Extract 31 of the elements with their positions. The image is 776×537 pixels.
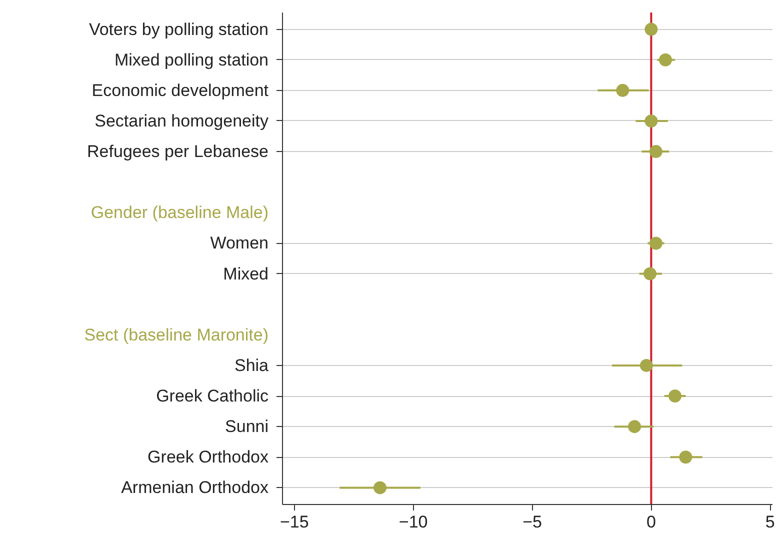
y-tick-label: Greek Orthodox xyxy=(148,448,269,467)
point xyxy=(644,267,656,280)
y-tick-label: Greek Catholic xyxy=(156,386,269,406)
x-tick-label: −10 xyxy=(398,512,428,532)
point xyxy=(649,236,662,250)
y-tick-label: Refugees per Lebanese xyxy=(87,142,269,162)
y-tick-label: Women xyxy=(210,234,268,253)
y-tick-label: Shia xyxy=(234,356,270,375)
point xyxy=(658,53,672,66)
point xyxy=(640,358,653,372)
y-tick-label: Sectarian homogeneity xyxy=(94,111,269,130)
y-tick-label: Mixed polling station xyxy=(114,50,268,70)
y-tick-label: Voters by polling station xyxy=(88,20,269,39)
y-tick-label: Armenian Orthodox xyxy=(121,478,269,498)
point xyxy=(374,481,387,494)
point xyxy=(628,420,642,434)
x-tick-label: −5 xyxy=(522,512,542,532)
x-tick-label: 5 xyxy=(765,512,775,532)
point xyxy=(644,114,658,128)
y-tick-label: Mixed xyxy=(223,264,269,284)
point xyxy=(649,145,662,158)
point xyxy=(679,450,692,464)
y-tick-label: Economic development xyxy=(92,80,269,100)
point xyxy=(644,22,658,36)
x-tick-label: −15 xyxy=(280,512,309,532)
point xyxy=(616,84,630,97)
point xyxy=(668,390,682,403)
x-tick-label: 0 xyxy=(646,512,656,532)
y-tick-label: Gender (baseline Male) xyxy=(90,203,269,222)
y-tick-label: Sunni xyxy=(225,417,269,436)
y-tick-label: Sect (baseline Maronite) xyxy=(84,325,269,344)
